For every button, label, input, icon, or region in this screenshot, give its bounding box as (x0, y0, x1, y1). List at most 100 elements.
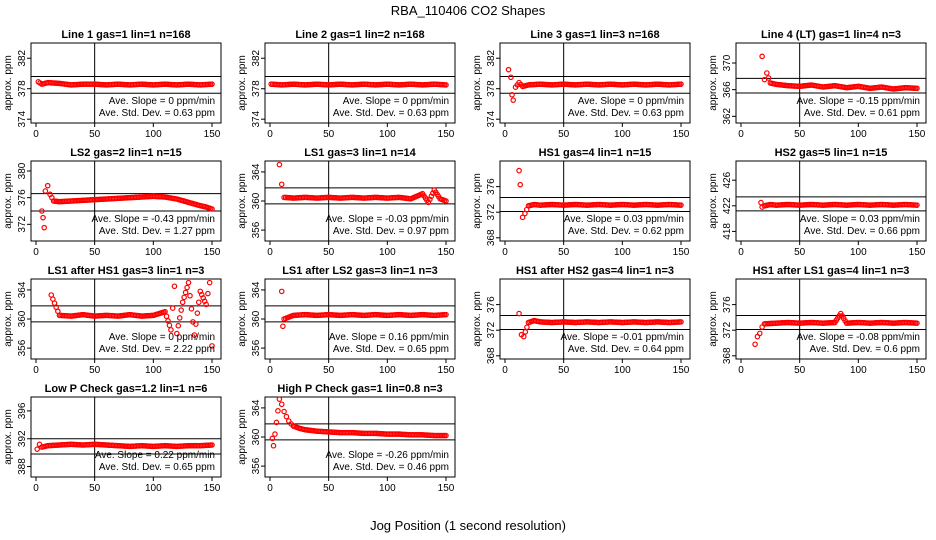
data-point (191, 332, 198, 338)
slope-label: Ave. Slope = 0 ppm/min (578, 96, 684, 107)
panel-title: Line 3 gas=1 lin=3 n=168 (530, 29, 659, 41)
y-axis-label: approx. ppm (237, 55, 248, 111)
x-tick-label: 0 (267, 365, 273, 376)
data-point (193, 321, 199, 327)
y-axis-label: approx. ppm (3, 291, 14, 347)
y-axis-label: approx. ppm (708, 55, 719, 111)
x-tick-label: 0 (738, 129, 744, 140)
y-tick-label: 374 (17, 110, 28, 127)
panel-title: High P Check gas=1 lin=0.8 n=3 (277, 383, 442, 395)
y-tick-label: 360 (251, 310, 262, 327)
slope-label: Ave. Slope = 0 ppm/min (109, 332, 215, 343)
panel-title: HS1 after HS2 gas=4 lin=1 n=3 (516, 265, 674, 277)
x-tick-label: 100 (614, 129, 631, 140)
chart-panel: Line 2 gas=1 lin=2 n=168 0 50 100 150 374 378 3… (237, 29, 456, 140)
x-tick-label: 50 (89, 129, 101, 140)
stddev-label: Ave. Std. Dev. = 0.65 ppm (99, 462, 215, 473)
plot-frame (30, 396, 222, 478)
panel-title: Line 2 gas=1 lin=2 n=168 (295, 29, 424, 41)
y-tick-label: 376 (486, 178, 497, 195)
data-point (39, 208, 45, 214)
x-tick-label: 0 (267, 247, 273, 258)
x-tick-label: 0 (738, 247, 744, 258)
data-point (443, 432, 449, 439)
data-point (516, 310, 522, 317)
y-tick-label: 374 (251, 110, 262, 127)
y-tick-label: 362 (722, 108, 733, 125)
x-tick-label: 50 (794, 247, 806, 258)
plot-frame (264, 42, 456, 124)
y-tick-label: 366 (722, 81, 733, 98)
data-point (517, 181, 524, 188)
chart-panel: HS1 after LS1 gas=4 lin=1 n=3 0 50 100 150 36… (708, 265, 927, 376)
x-tick-label: 150 (204, 247, 221, 258)
y-tick-label: 364 (251, 163, 262, 180)
chart-panel: Line 3 gas=1 lin=3 n=168 0 50 100 150 374 378 3… (472, 29, 691, 140)
data-point (182, 289, 189, 296)
x-tick-label: 50 (558, 365, 570, 376)
panel-title: LS1 gas=3 lin=1 n=14 (304, 147, 416, 159)
data-point (205, 290, 211, 297)
chart-panel: HS1 gas=4 lin=1 n=15 0 50 100 150 368 372 376ap… (472, 147, 691, 258)
data-point (209, 343, 215, 349)
y-axis-label: approx. ppm (237, 291, 248, 347)
x-tick-label: 100 (850, 129, 867, 140)
stddev-label: Ave. Std. Dev. = 0.63 ppm (333, 108, 449, 119)
data-point (209, 206, 215, 212)
x-tick-label: 150 (438, 247, 455, 258)
y-tick-label: 376 (486, 296, 497, 313)
y-tick-label: 372 (17, 216, 28, 233)
panel-title: Line 1 gas=1 lin=1 n=168 (61, 29, 190, 41)
stddev-label: Ave. Std. Dev. = 0.6 ppm (809, 344, 920, 355)
y-axis-label: approx. ppm (237, 409, 248, 465)
x-tick-label: 150 (438, 365, 455, 376)
y-tick-label: 396 (17, 402, 28, 419)
y-tick-label: 368 (486, 229, 497, 246)
x-tick-label: 100 (145, 129, 162, 140)
y-tick-label: 388 (17, 458, 28, 475)
data-point (178, 307, 185, 313)
y-axis-label: approx. ppm (708, 173, 719, 229)
panel-title: LS2 gas=2 lin=1 n=15 (70, 147, 182, 159)
x-tick-label: 100 (850, 365, 867, 376)
y-tick-label: 378 (17, 80, 28, 97)
stddev-label: Ave. Std. Dev. = 0.61 ppm (804, 108, 920, 119)
slope-label: Ave. Slope = 0.22 ppm/min (95, 450, 215, 461)
figure-title: RBA_110406 CO2 Shapes (391, 3, 546, 18)
x-tick-label: 100 (379, 365, 396, 376)
data-point (176, 315, 183, 321)
y-tick-label: 372 (722, 321, 733, 338)
stddev-label: Ave. Std. Dev. = 0.66 ppm (804, 226, 920, 237)
data-point (272, 431, 278, 437)
y-tick-label: 382 (17, 49, 28, 66)
plot-frame (30, 160, 222, 242)
data-point (276, 396, 283, 402)
data-point (209, 442, 215, 448)
data-point (759, 53, 765, 60)
x-tick-label: 0 (33, 483, 39, 494)
data-point (914, 85, 920, 92)
data-point (443, 198, 449, 204)
x-tick-label: 0 (33, 129, 39, 140)
y-tick-label: 360 (251, 428, 262, 445)
data-point (756, 330, 763, 337)
data-point (509, 92, 515, 98)
panel-title: HS2 gas=5 lin=1 n=15 (775, 147, 888, 159)
data-point (171, 283, 178, 290)
data-point (522, 329, 529, 335)
x-tick-label: 100 (145, 483, 162, 494)
slope-label: Ave. Slope = 0.03 ppm/min (564, 214, 684, 225)
data-point (278, 181, 285, 188)
y-tick-label: 370 (722, 54, 733, 71)
data-point (443, 311, 449, 318)
data-point (678, 81, 684, 87)
data-point (179, 299, 186, 306)
data-point (524, 324, 530, 331)
x-tick-label: 100 (379, 247, 396, 258)
y-axis-label: approx. ppm (3, 55, 14, 111)
y-tick-label: 364 (251, 399, 262, 416)
chart-panel: Line 4 (LT) gas=1 lin=4 n=3 0 50 100 150 362 3… (708, 29, 927, 140)
x-tick-label: 100 (145, 247, 162, 258)
chart-panel: Line 1 gas=1 lin=1 n=168 0 50 100 150 374 378 3… (3, 29, 222, 140)
panel-title: Low P Check gas=1.2 lin=1 n=6 (45, 383, 208, 395)
